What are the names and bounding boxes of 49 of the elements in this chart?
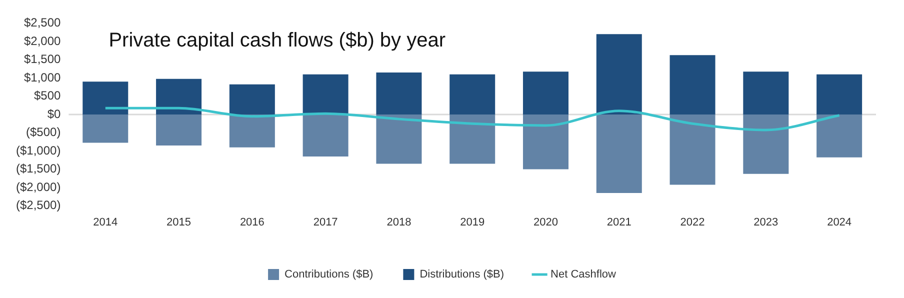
bar: [156, 114, 202, 146]
x-tick-label: 2017: [313, 216, 338, 228]
bar: [670, 114, 716, 185]
bar: [376, 72, 422, 114]
chart-title: Private capital cash flows ($b) by year: [108, 30, 446, 52]
y-tick-label: $1,000: [24, 70, 62, 84]
y-tick-label: $1,500: [24, 52, 62, 66]
legend-label: Net Cashflow: [550, 268, 616, 281]
y-tick-label: ($1,000): [16, 143, 61, 158]
bar: [670, 55, 716, 114]
y-tick-label: ($2,000): [16, 180, 61, 194]
y-tick-label: $2,500: [24, 16, 62, 30]
bar: [302, 114, 348, 156]
y-tick-label: $2,000: [24, 34, 62, 48]
x-tick-label: 2016: [240, 216, 264, 228]
x-tick-label: 2018: [386, 216, 412, 228]
bar: [743, 114, 789, 174]
bar: [596, 34, 642, 114]
bar: [743, 72, 789, 114]
x-tick-label: 2015: [166, 216, 192, 228]
bar: [816, 114, 862, 158]
y-tick-label: ($500): [26, 125, 61, 140]
bar: [596, 114, 642, 194]
x-tick-label: 2024: [827, 216, 852, 228]
bar: [376, 114, 422, 164]
bar: [816, 74, 862, 114]
bar: [156, 78, 202, 114]
x-tick-label: 2019: [460, 216, 485, 228]
bar: [522, 114, 568, 170]
line-series: [104, 106, 841, 132]
legend-label: Contributions ($B): [284, 268, 374, 281]
x-tick-label: 2023: [754, 216, 778, 228]
y-tick-label: ($1,500): [16, 162, 61, 176]
legend-label: Distributions ($B): [420, 268, 504, 281]
y-tick-label: $500: [34, 88, 62, 103]
bar: [302, 74, 348, 114]
bar: [450, 74, 496, 114]
y-tick-label: $0: [47, 106, 62, 121]
bar: [450, 114, 496, 164]
x-tick-label: 2020: [533, 216, 558, 228]
bar: [229, 114, 275, 148]
bar: [82, 114, 128, 143]
bar: [522, 72, 568, 114]
x-tick-label: 2021: [606, 216, 632, 228]
bar: [82, 82, 128, 114]
x-tick-label: 2022: [680, 216, 705, 228]
y-tick-label: ($2,500): [16, 198, 61, 212]
bar: [229, 84, 275, 114]
x-tick-label: 2014: [93, 216, 118, 228]
